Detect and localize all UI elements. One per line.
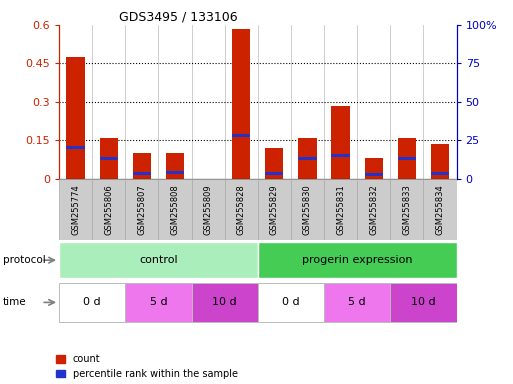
Bar	[133, 153, 151, 179]
Bar	[225, 179, 258, 240]
Bar	[390, 283, 457, 322]
Bar	[423, 179, 457, 240]
Bar	[100, 137, 118, 179]
Text: progerin expression: progerin expression	[302, 255, 412, 265]
Text: GSM255808: GSM255808	[170, 184, 180, 235]
Bar	[125, 179, 159, 240]
Text: GSM255832: GSM255832	[369, 184, 378, 235]
Legend: count, percentile rank within the sample: count, percentile rank within the sample	[56, 354, 238, 379]
Bar	[133, 172, 151, 175]
Text: GSM255809: GSM255809	[204, 184, 212, 235]
Text: 10 d: 10 d	[212, 297, 237, 308]
Text: GSM255807: GSM255807	[137, 184, 146, 235]
Bar	[67, 146, 85, 149]
Text: control: control	[139, 255, 177, 265]
Bar	[431, 172, 449, 175]
Text: 10 d: 10 d	[411, 297, 436, 308]
Bar	[59, 242, 258, 278]
Bar	[59, 179, 92, 240]
Bar	[191, 283, 258, 322]
Text: time: time	[3, 297, 26, 308]
Bar	[265, 172, 284, 175]
Bar	[331, 154, 350, 157]
Text: GSM255830: GSM255830	[303, 184, 312, 235]
Bar	[258, 283, 324, 322]
Bar	[299, 137, 317, 179]
Text: GSM255829: GSM255829	[270, 184, 279, 235]
Bar	[357, 179, 390, 240]
Text: GSM255806: GSM255806	[104, 184, 113, 235]
Text: GSM255834: GSM255834	[436, 184, 444, 235]
Bar	[398, 157, 416, 160]
Bar	[159, 179, 191, 240]
Bar	[398, 137, 416, 179]
Bar	[92, 179, 125, 240]
Bar	[265, 148, 284, 179]
Bar	[67, 57, 85, 179]
Text: GSM255774: GSM255774	[71, 184, 80, 235]
Bar	[365, 173, 383, 176]
Bar	[125, 283, 191, 322]
Bar	[390, 179, 423, 240]
Bar	[431, 144, 449, 179]
Text: GSM255831: GSM255831	[336, 184, 345, 235]
Bar	[258, 179, 291, 240]
Text: GSM255833: GSM255833	[402, 184, 411, 235]
Bar	[291, 179, 324, 240]
Bar	[59, 283, 125, 322]
Bar	[365, 158, 383, 179]
Text: 5 d: 5 d	[150, 297, 167, 308]
Bar	[166, 171, 184, 174]
Text: GDS3495 / 133106: GDS3495 / 133106	[119, 11, 237, 24]
Bar	[324, 283, 390, 322]
Bar	[258, 242, 457, 278]
Bar	[191, 179, 225, 240]
Bar	[232, 29, 250, 179]
Bar	[324, 179, 357, 240]
Text: GSM255828: GSM255828	[236, 184, 246, 235]
Bar	[166, 153, 184, 179]
Text: protocol: protocol	[3, 255, 45, 265]
Text: 0 d: 0 d	[282, 297, 300, 308]
Bar	[232, 134, 250, 137]
Text: 0 d: 0 d	[83, 297, 101, 308]
Bar	[299, 157, 317, 160]
Bar	[100, 157, 118, 160]
Text: 5 d: 5 d	[348, 297, 366, 308]
Bar	[331, 106, 350, 179]
